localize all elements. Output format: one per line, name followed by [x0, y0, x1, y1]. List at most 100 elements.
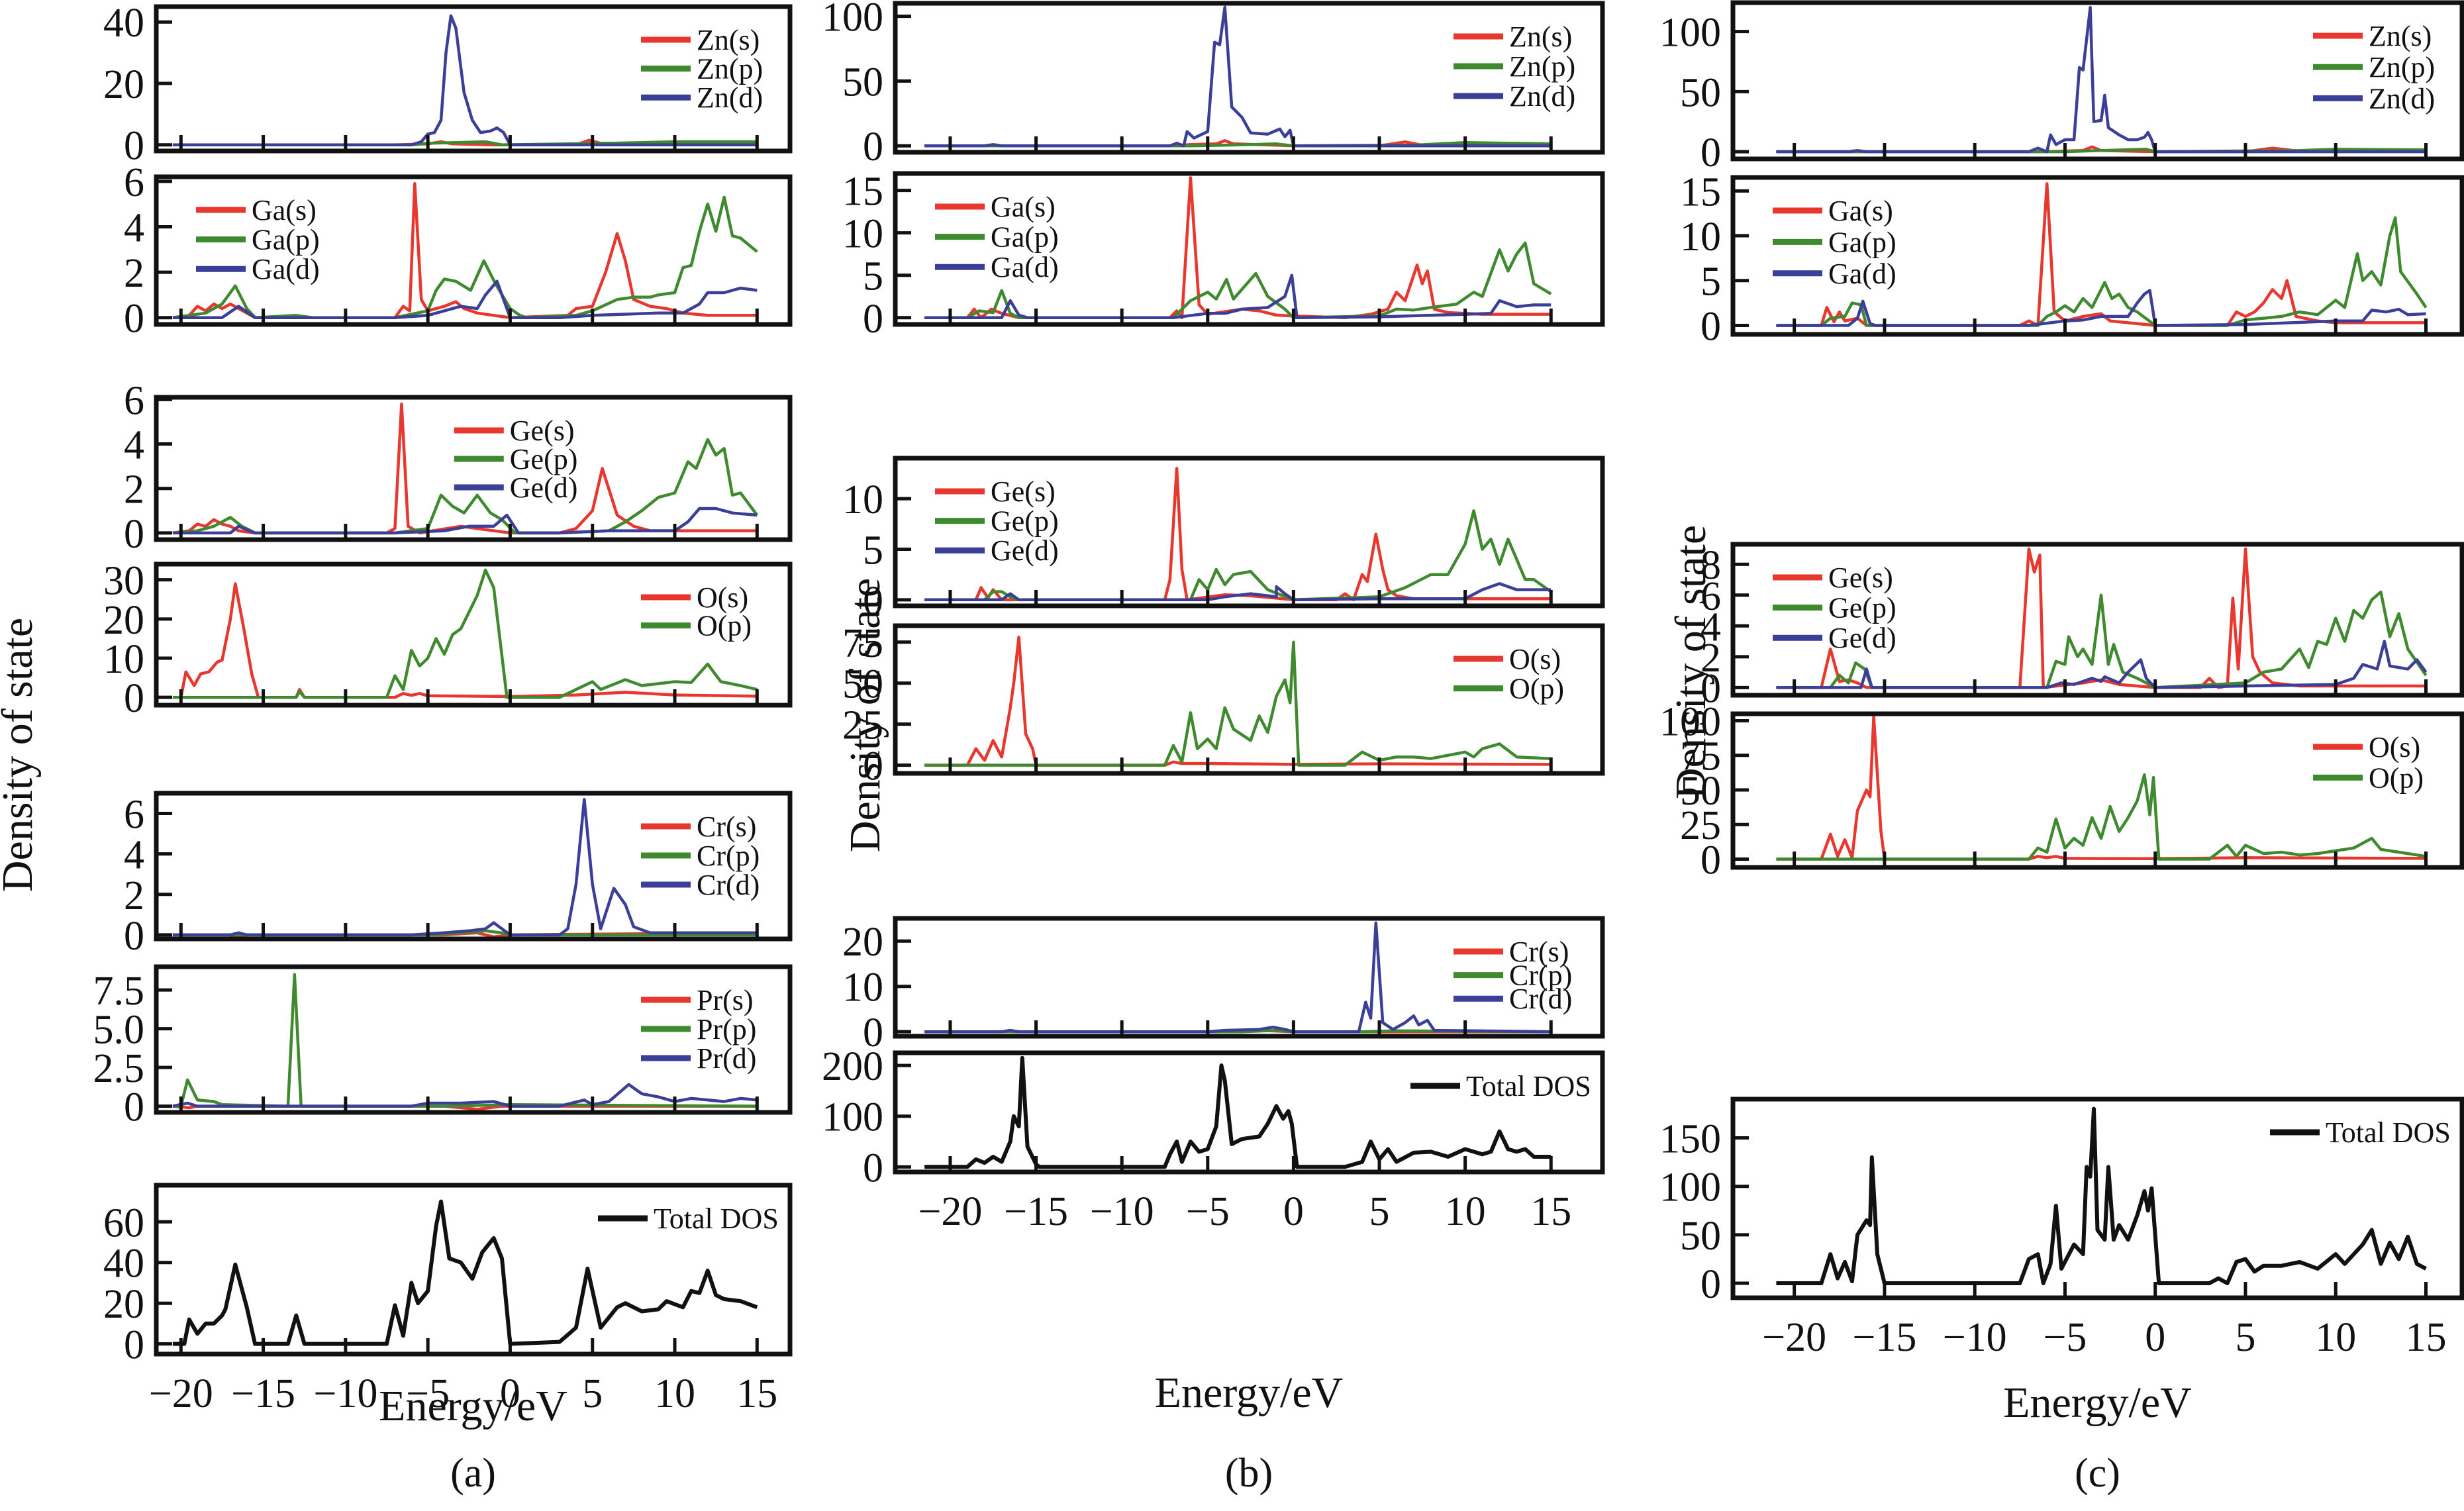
- series-ge-d: [1776, 640, 2428, 689]
- panel-frame: [893, 1050, 1605, 1175]
- y-tick-label: 2: [124, 873, 144, 918]
- y-tick-label: 0: [863, 744, 883, 789]
- y-tick-label: 0: [863, 124, 883, 170]
- series-ga-s: [172, 182, 758, 319]
- y-tick-label: 7.5: [93, 969, 145, 1014]
- panel-frame: [893, 1, 1605, 155]
- legend-label: Cr(s): [697, 810, 756, 843]
- y-tick-label: 0: [124, 914, 144, 959]
- legend-label: Ge(s): [1828, 561, 1893, 594]
- legend-label: Cr(d): [1509, 983, 1572, 1015]
- panel-frame: [893, 171, 1605, 327]
- legend: Pr(s)Pr(p)Pr(d): [641, 984, 756, 1075]
- series-ge-s: [924, 467, 1552, 602]
- x-tick-label: −5: [2043, 1315, 2087, 1360]
- y-tick-label: 50: [1680, 1214, 1721, 1259]
- y-tick-label: 5: [1700, 260, 1721, 305]
- series-cr-d: [924, 921, 1552, 1034]
- legend-label: Ga(s): [991, 191, 1056, 223]
- y-tick-label: 75: [1680, 734, 1721, 779]
- y-tick-label: 50: [842, 60, 883, 105]
- series-total-dos: [1776, 1106, 2427, 1285]
- panel-frame: [154, 964, 793, 1115]
- x-tick-label: 15: [2405, 1315, 2446, 1360]
- y-tick-label: 6: [124, 378, 144, 423]
- y-tick-label: 0: [1700, 666, 1721, 711]
- legend-label: Ga(d): [991, 251, 1059, 283]
- legend-label: Cr(d): [697, 869, 760, 901]
- y-tick-label: 25: [842, 703, 883, 748]
- x-tick-label: 15: [736, 1371, 777, 1416]
- legend-label: Ge(p): [991, 505, 1059, 538]
- x-tick-label: 15: [1530, 1189, 1571, 1234]
- y-tick-label: 100: [1659, 699, 1721, 744]
- legend-label: Cr(s): [1509, 936, 1569, 968]
- legend: Total DOS: [1410, 1070, 1591, 1102]
- legend-label: Ga(d): [252, 253, 320, 285]
- y-tick-label: 0: [863, 579, 883, 624]
- y-tick-label: 0: [1700, 130, 1721, 175]
- legend-label: Pr(s): [697, 984, 754, 1016]
- series-ga-d: [172, 279, 758, 319]
- x-tick-label: −20: [918, 1189, 982, 1234]
- x-axis-label: Energy/eV: [1155, 1369, 1344, 1417]
- x-tick-label: −5: [406, 1371, 450, 1416]
- y-tick-label: 10: [842, 477, 883, 522]
- y-tick-label: 75: [842, 621, 883, 666]
- subfigure-caption: (a): [450, 1451, 496, 1496]
- legend-label: O(s): [1509, 643, 1561, 675]
- legend: Zn(s)Zn(p)Zn(d): [641, 24, 763, 114]
- legend: Ga(s)Ga(p)Ga(d): [196, 194, 320, 285]
- legend-label: Ge(s): [991, 475, 1056, 508]
- panel-frame: [154, 395, 793, 542]
- series-zn-d: [172, 14, 758, 146]
- legend-label: Zn(p): [1509, 50, 1575, 83]
- y-tick-label: 40: [103, 1, 144, 46]
- x-tick-label: 5: [582, 1371, 603, 1416]
- legend-label: Total DOS: [654, 1202, 779, 1235]
- series-ge-s: [172, 402, 758, 535]
- legend-label: Ge(d): [991, 534, 1059, 567]
- panel-total: 0 100 200 Total DOS −20 −15 −10 −5 0 5 10 15: [822, 1044, 1605, 1234]
- y-tick-label: 25: [1680, 803, 1721, 848]
- legend: Ga(s)Ga(p)Ga(d): [935, 191, 1059, 283]
- panel-frame: [154, 1183, 793, 1357]
- series-o-s: [172, 582, 758, 699]
- legend: Total DOS: [2270, 1116, 2451, 1149]
- y-tick-label: 100: [1659, 11, 1721, 56]
- panel-frame: [1730, 542, 2464, 698]
- panel-frame: [893, 623, 1605, 776]
- y-tick-label: 4: [124, 833, 144, 878]
- series-ga-s: [924, 176, 1552, 320]
- subfigure-caption: (b): [1225, 1451, 1273, 1496]
- y-tick-label: 0: [863, 1010, 883, 1055]
- legend: O(s)O(p): [1454, 643, 1564, 705]
- y-tick-label: 0: [1700, 304, 1721, 349]
- series-ga-s: [1776, 182, 2426, 327]
- legend-label: Zn(d): [697, 81, 763, 114]
- legend-label: Pr(p): [697, 1013, 756, 1046]
- legend: Ge(s)Ge(p)Ge(d): [454, 414, 578, 504]
- series-zn-d: [924, 5, 1552, 148]
- legend-label: Cr(p): [697, 840, 760, 872]
- y-tick-label: 0: [124, 676, 144, 721]
- y-tick-label: 20: [103, 1282, 144, 1327]
- y-tick-label: 0: [124, 1323, 144, 1368]
- y-tick-label: 20: [103, 62, 144, 107]
- y-tick-label: 5: [863, 528, 883, 573]
- series-o-p: [172, 568, 758, 699]
- legend-label: Ge(p): [510, 443, 578, 475]
- y-tick-label: 150: [1659, 1117, 1721, 1162]
- x-tick-label: 10: [1445, 1189, 1486, 1234]
- legend-label: O(s): [697, 581, 748, 614]
- y-tick-label: 50: [842, 662, 883, 707]
- legend: O(s)O(p): [2313, 731, 2424, 794]
